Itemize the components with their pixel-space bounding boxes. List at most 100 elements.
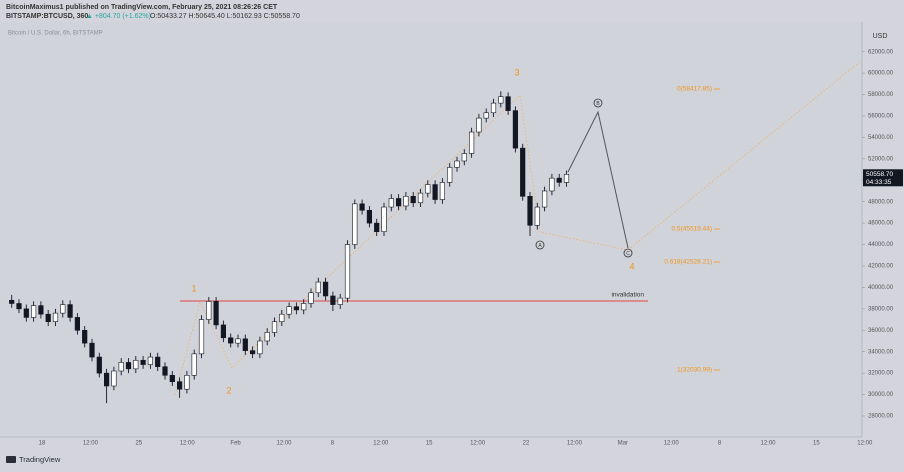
plot-area — [0, 22, 862, 437]
candle-body — [155, 356, 161, 368]
candle-body — [206, 301, 212, 320]
x-tick-label: 12:00 — [664, 441, 680, 447]
price-label: 50558.70 — [866, 171, 893, 178]
candle-body — [169, 374, 175, 383]
candle-body — [191, 353, 197, 376]
countdown-label: 04:33:35 — [866, 179, 892, 186]
wave-circle — [623, 248, 633, 258]
wave-label: C — [626, 251, 630, 257]
candle-body — [60, 304, 66, 314]
candle-body — [344, 244, 351, 299]
candle-body — [177, 381, 183, 390]
candle-body — [213, 301, 219, 326]
candle-body — [374, 222, 380, 232]
candle-body — [322, 281, 329, 297]
candle-body — [16, 303, 22, 310]
candle-body — [67, 304, 73, 318]
x-tick-label: 12:00 — [83, 441, 99, 447]
candle-body — [125, 362, 132, 370]
candle-body — [410, 196, 416, 204]
candle-body — [220, 324, 227, 339]
candle-body — [147, 356, 154, 365]
candle-body — [82, 329, 88, 344]
candle-body — [293, 306, 300, 311]
x-tick-label: 8 — [331, 441, 335, 447]
candle-body — [257, 340, 263, 355]
wave-label: 1 — [191, 283, 196, 293]
candle-body — [271, 321, 278, 333]
y-tick-label: 38000.00 — [868, 306, 894, 312]
candle-body — [556, 177, 562, 183]
y-tick-label: 48000.00 — [868, 199, 894, 205]
y-tick-label: 60000.00 — [868, 71, 894, 77]
watermark: Bitcoin / U.S. Dollar, 6h, BITSTAMP — [8, 31, 103, 37]
candle-body — [388, 198, 394, 208]
ohlc: O:50433.27 H:50645.40 L:50162.93 C:50558… — [150, 13, 300, 20]
candle-body — [476, 117, 482, 133]
y-tick-label: 52000.00 — [868, 156, 894, 162]
candle-body — [417, 192, 424, 204]
candle-body — [330, 295, 336, 305]
y-tick-label: 40000.00 — [868, 285, 894, 291]
candle-body — [403, 196, 409, 207]
change: ▲ +804.70 (+1.62%) — [86, 13, 151, 20]
candle-body — [133, 359, 139, 370]
candle-body — [118, 362, 124, 372]
candle-body — [30, 305, 37, 318]
candle-body — [352, 203, 358, 245]
candle-body — [228, 337, 234, 344]
y-tick-label: 32000.00 — [868, 371, 894, 377]
candle-body — [23, 308, 29, 318]
wave-circle — [535, 240, 545, 250]
candle-body — [74, 317, 80, 331]
candle-body — [279, 313, 285, 323]
candle-body — [250, 350, 256, 355]
candle-body — [264, 332, 270, 342]
brand-icon — [6, 456, 16, 463]
candle-body — [447, 167, 453, 183]
x-tick-label: Feb — [230, 441, 241, 447]
x-tick-label: 12:00 — [373, 441, 389, 447]
y-tick-label: 44000.00 — [868, 242, 894, 248]
candle-body — [235, 338, 241, 344]
y-tick-label: 34000.00 — [868, 349, 894, 355]
candle-body — [38, 305, 44, 315]
x-tick-label: 18 — [39, 441, 46, 447]
y-tick-label: 58000.00 — [868, 92, 894, 98]
candle-body — [366, 209, 373, 224]
symbol: BITSTAMP:BTCUSD, 360 — [6, 13, 88, 20]
candle-body — [520, 147, 526, 197]
brand-text: TradingView — [19, 455, 61, 464]
candle-body — [140, 359, 146, 365]
candle-body — [534, 206, 540, 226]
invalidation-label: invalidation — [611, 292, 644, 299]
header-title: BitcoinMaximus1 published on TradingView… — [6, 4, 278, 11]
fib-label: 0.618(42528.21) — [664, 259, 712, 266]
candle-body — [549, 177, 555, 192]
y-tick-label: 42000.00 — [868, 264, 894, 270]
candle-body — [308, 292, 314, 304]
candle-body — [162, 366, 168, 376]
wave-label: 4 — [629, 261, 634, 271]
candle-body — [505, 96, 511, 111]
fib-label: 1(32030.99) — [677, 367, 712, 374]
x-tick-label: 12:00 — [470, 441, 486, 447]
y-tick-label: 30000.00 — [868, 392, 894, 398]
y-tick-label: 56000.00 — [868, 114, 894, 120]
x-tick-label: 25 — [135, 441, 142, 447]
fib-label: 0.5(45519.44) — [672, 226, 712, 233]
x-tick-label: 15 — [813, 441, 820, 447]
candle-body — [337, 297, 343, 305]
wave-label: A — [538, 243, 542, 249]
candle-body — [242, 338, 248, 351]
projection-path — [567, 110, 629, 249]
y-tick-label: 62000.00 — [868, 49, 894, 55]
x-tick-label: Mar — [618, 441, 628, 447]
candle-body — [563, 173, 570, 183]
candle-body — [96, 356, 102, 374]
candle-body — [498, 96, 504, 104]
x-tick-label: 12:00 — [276, 441, 292, 447]
candle-body — [301, 303, 307, 311]
candle-body — [315, 281, 321, 294]
wave-label: 2 — [226, 385, 231, 395]
